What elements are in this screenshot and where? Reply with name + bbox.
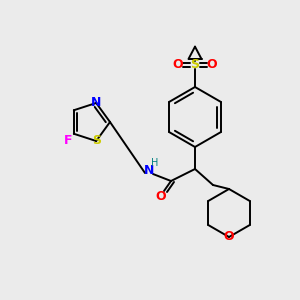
- Text: N: N: [144, 164, 154, 178]
- Text: O: O: [224, 230, 234, 244]
- Text: S: S: [190, 58, 200, 71]
- Text: F: F: [64, 134, 72, 147]
- Text: N: N: [91, 97, 101, 110]
- Text: S: S: [92, 134, 101, 146]
- Text: O: O: [173, 58, 183, 71]
- Text: O: O: [207, 58, 217, 71]
- Text: H: H: [151, 158, 159, 168]
- Text: O: O: [156, 190, 166, 202]
